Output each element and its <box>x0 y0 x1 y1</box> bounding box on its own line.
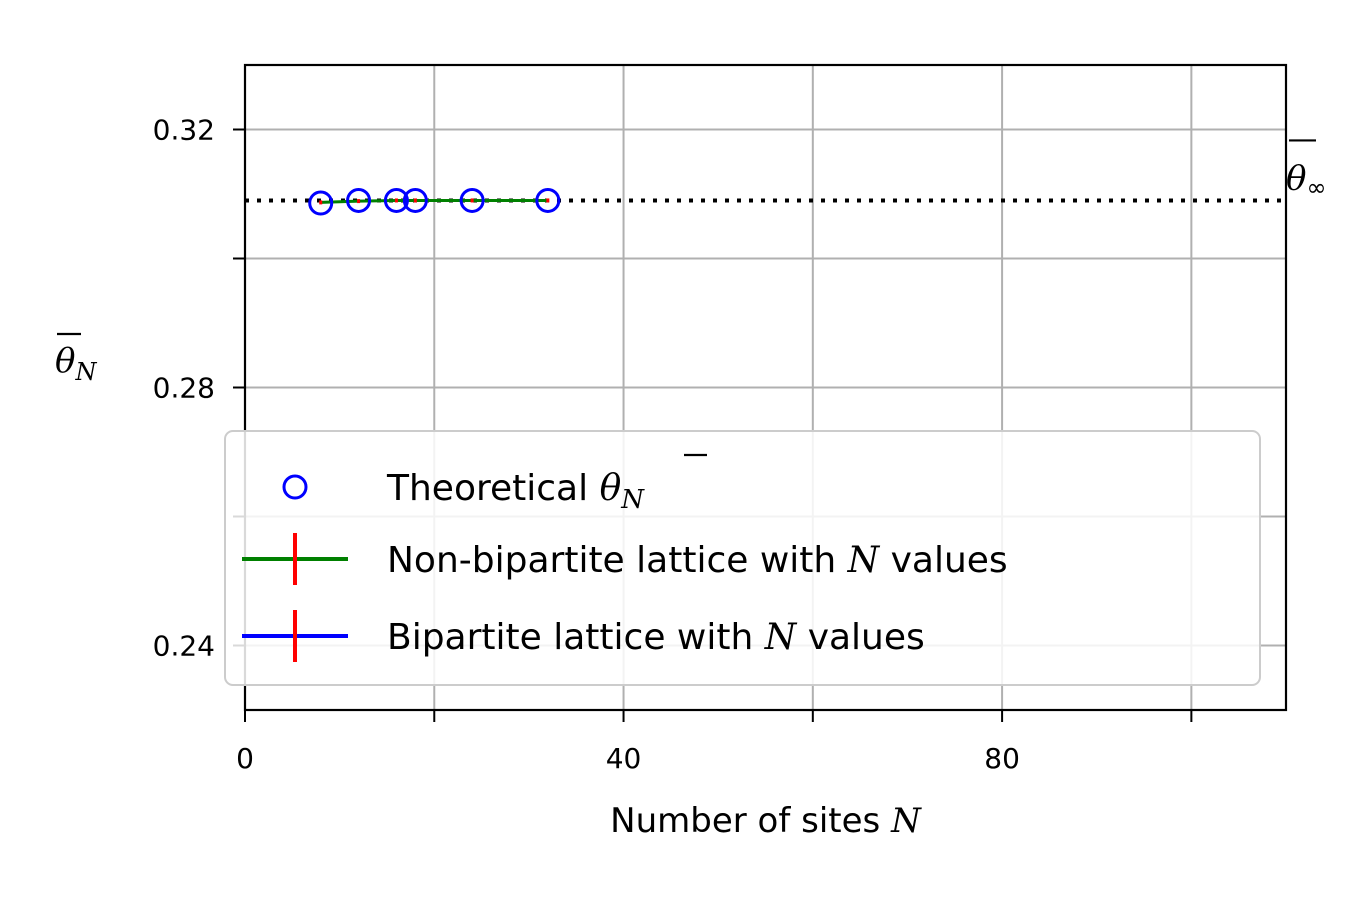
legend-non-bipartite-label-symbol: N <box>847 540 881 581</box>
x-axis-label-text: Number of sites <box>610 801 891 841</box>
asymptote-subscript: ∞ <box>1306 173 1326 201</box>
asymptote-layer: θ∞ <box>245 139 1326 203</box>
legend-theoretical-marker <box>282 474 308 500</box>
asymptote-label: θ∞ <box>1286 158 1326 201</box>
theoretical-point <box>383 187 409 213</box>
y-axis-label-subscript: N <box>74 358 97 386</box>
non-bipartite-line <box>320 198 548 204</box>
theoretical-point <box>535 187 561 213</box>
legend-theoretical-label-symbol: θ <box>600 468 622 509</box>
series-layer <box>308 187 561 216</box>
y-tick-label: 0.32 <box>153 114 215 147</box>
x-tick-label: 80 <box>984 742 1020 775</box>
x-axis-label: Number of sites N <box>610 801 922 841</box>
legend-bipartite-label: Bipartite lattice with N values <box>387 617 925 658</box>
theoretical-point <box>346 187 372 213</box>
x-axis-label-symbol: N <box>890 801 922 841</box>
y-tick-label: 0.24 <box>153 630 215 663</box>
legend-non-bipartite-label: Non-bipartite lattice with N values <box>387 540 1008 581</box>
legend-theoretical-label-text: Theoretical <box>386 468 600 509</box>
x-tick-label: 40 <box>606 742 642 775</box>
legend-bipartite-label-symbol: N <box>764 617 798 658</box>
theoretical-point <box>308 190 334 216</box>
legend-theoretical-label-subscript: N <box>620 485 645 515</box>
asymptote-symbol: θ <box>1286 158 1306 198</box>
y-axis-label: θN <box>55 341 97 386</box>
y-axis-label-symbol: θ <box>55 341 75 381</box>
legend-box <box>224 430 1261 686</box>
legend-non-bipartite-label-suffix: values <box>879 540 1008 581</box>
legend-theoretical-label: Theoretical θN <box>386 468 645 515</box>
y-tick-label: 0.28 <box>153 372 215 405</box>
legend-bipartite-label-suffix: values <box>796 617 925 658</box>
legend-non-bipartite-label-text: Non-bipartite lattice with <box>387 540 848 581</box>
theoretical-point <box>459 187 485 213</box>
legend-bipartite-label-text: Bipartite lattice with <box>387 617 765 658</box>
x-tick-label: 0 <box>236 742 254 775</box>
theoretical-point <box>402 187 428 213</box>
